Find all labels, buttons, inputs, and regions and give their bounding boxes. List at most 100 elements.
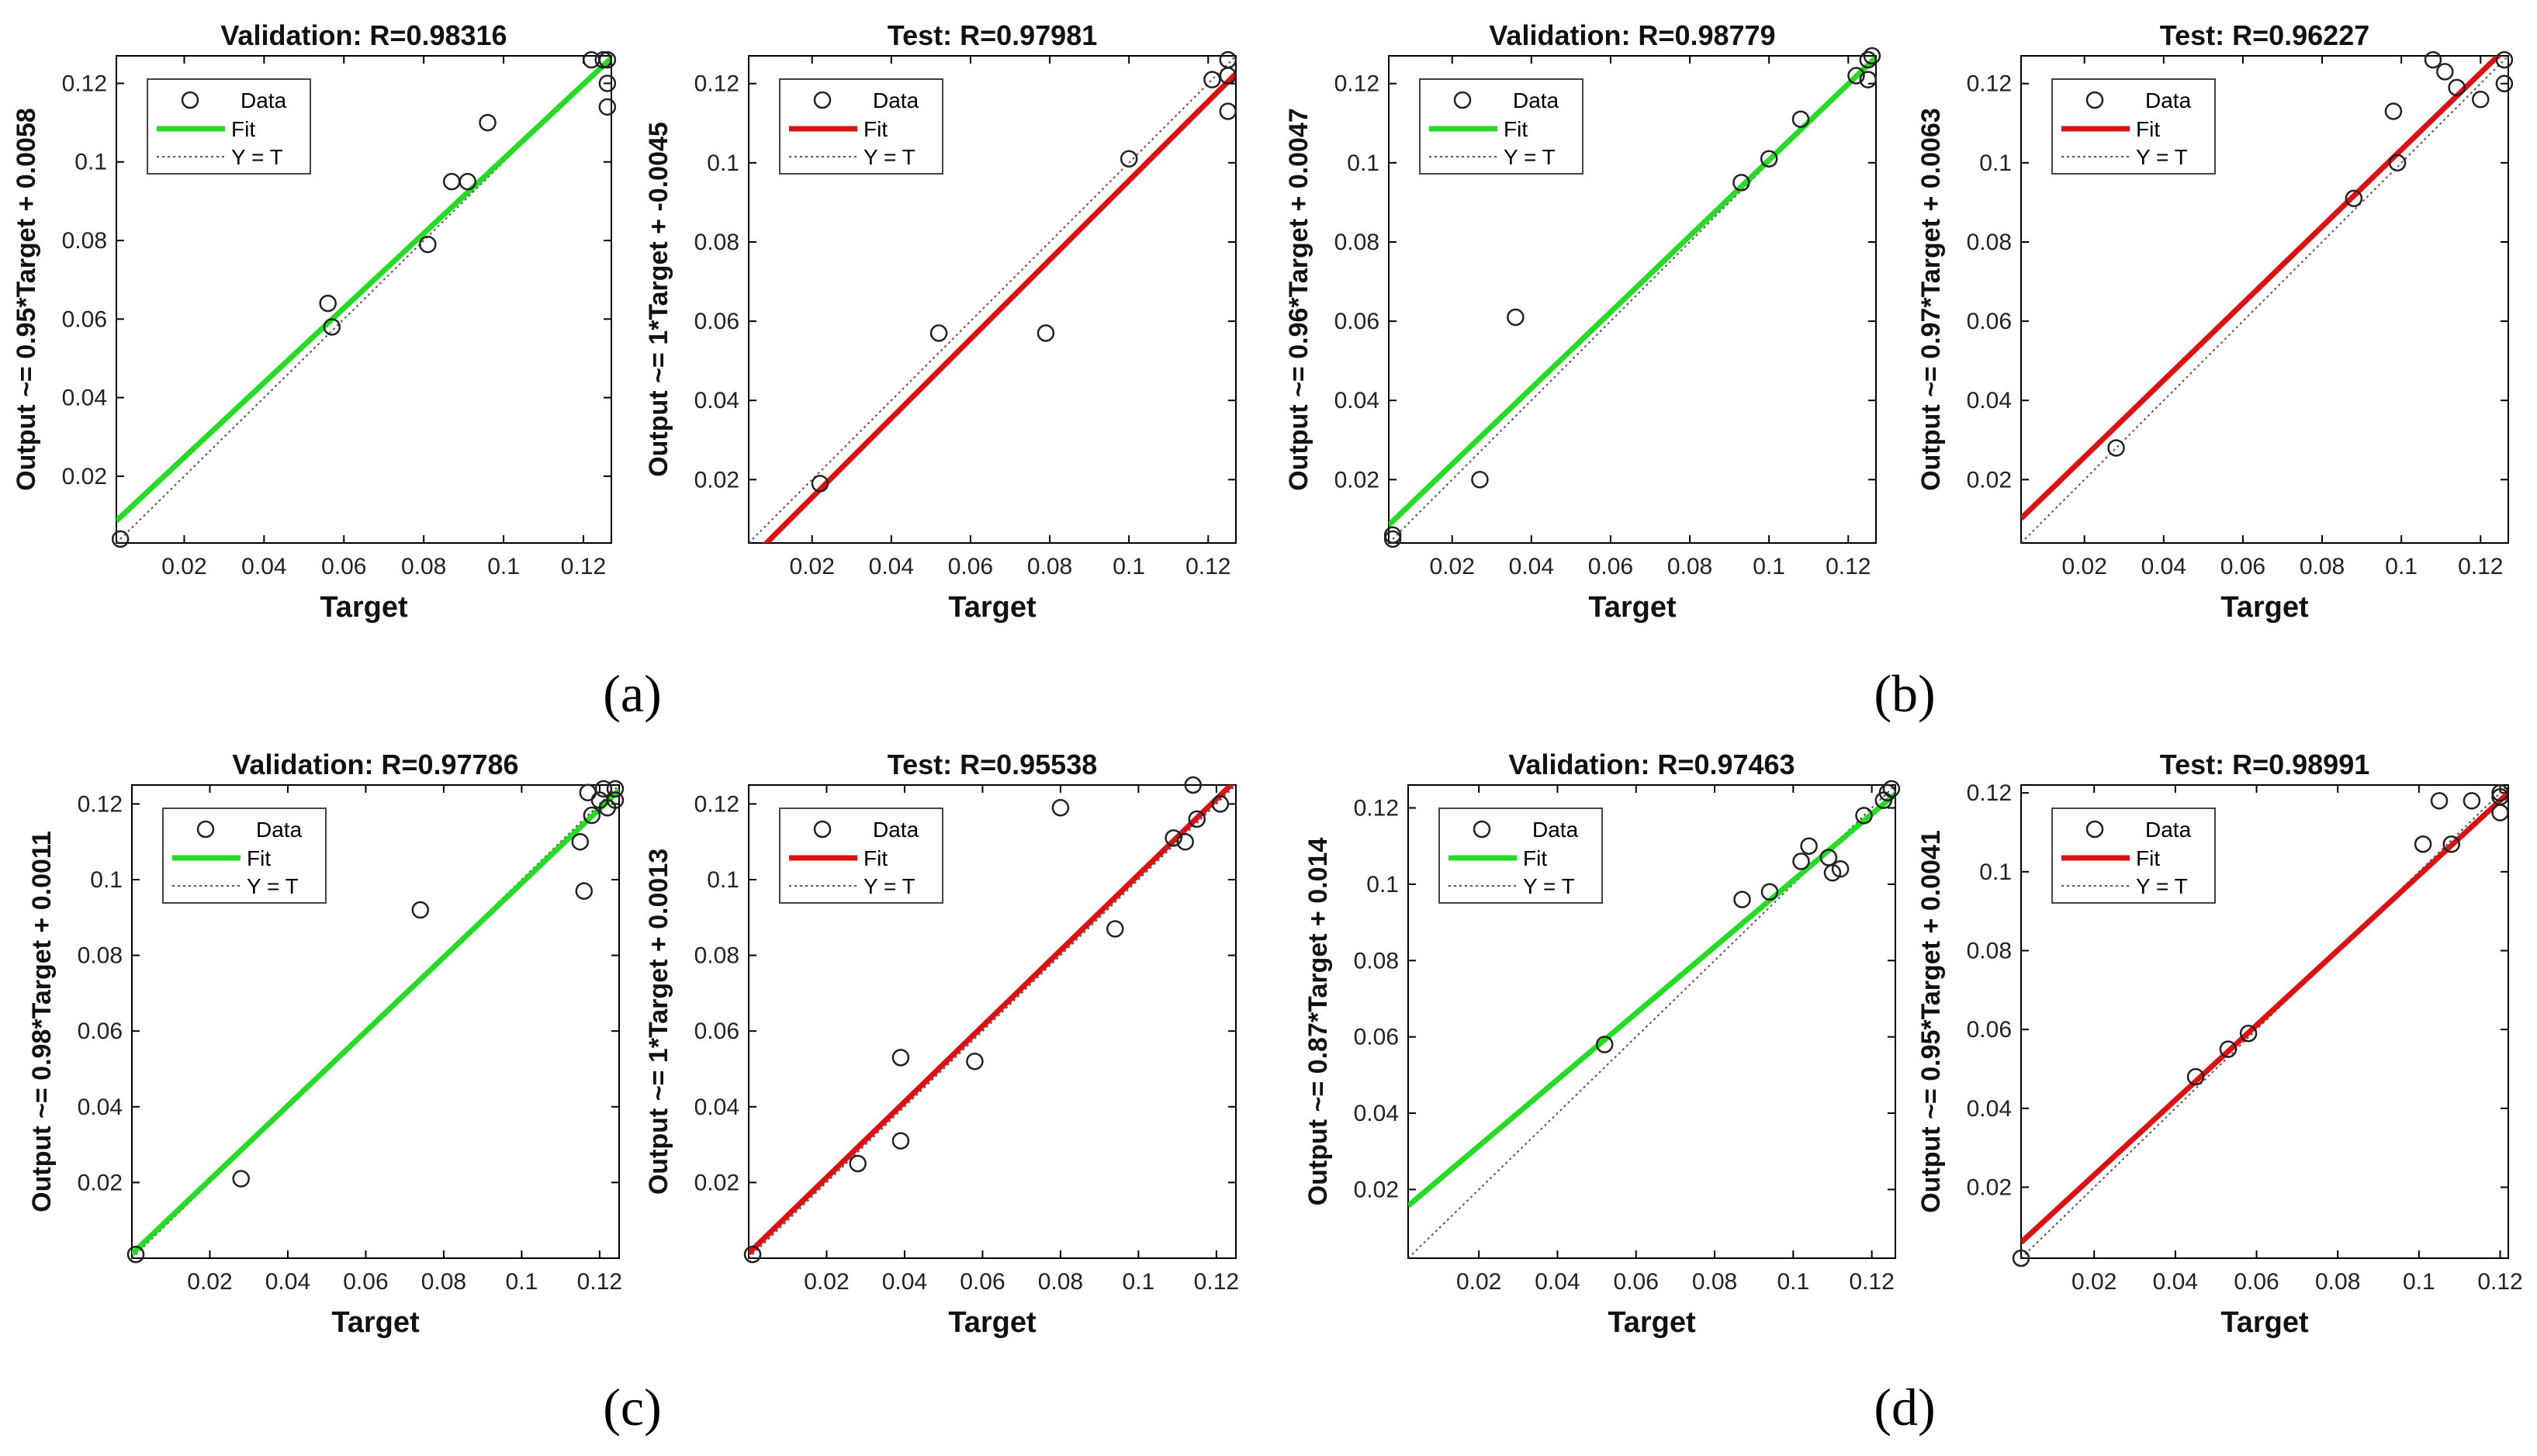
legend-fit-label: Fit (2136, 117, 2160, 141)
y-tick-label: 0.1 (707, 867, 739, 893)
y-tick-label: 0.1 (1979, 859, 2012, 885)
x-tick-label: 0.02 (2061, 554, 2106, 579)
data-point (1823, 863, 1842, 882)
data-point (319, 294, 337, 313)
y-tick-label: 0.06 (62, 306, 107, 332)
x-axis-label: Target (1588, 591, 1677, 624)
x-tick-label: 0.12 (1849, 1269, 1894, 1295)
legend-data-label: Data (256, 818, 303, 842)
x-tick-label: 0.08 (1692, 1269, 1737, 1295)
data-point (2239, 1025, 2258, 1043)
chart-title: Validation: R=0.98316 (220, 19, 507, 51)
fit-line (2021, 790, 2508, 1245)
data-point (1792, 853, 1810, 870)
data-point (2414, 835, 2432, 853)
data-point (1051, 799, 1070, 817)
data-point (1106, 920, 1124, 938)
x-tick-label: 0.06 (1588, 554, 1633, 579)
x-tick-label: 0.12 (577, 1269, 622, 1295)
fit-line (749, 785, 1235, 1256)
legend-fit-label: Fit (1504, 117, 1528, 141)
legend-data-marker (1473, 820, 1491, 839)
data-point (1760, 883, 1779, 901)
chart-4-test: 0.02 0.04 0.06 0.08 0.1 0.12 0.02 0.04 0.06 0.08 0… (1916, 19, 2514, 624)
data-point (1847, 67, 1865, 85)
x-tick-label: 0.06 (1614, 1269, 1659, 1295)
x-tick-label: 0.1 (1753, 554, 1785, 579)
y-axis-label: Output ~= 0.87*Target + 0.014 (1303, 838, 1333, 1206)
legend-data-marker (813, 91, 832, 109)
legend-data-label: Data (241, 88, 287, 112)
x-tick-label: 0.04 (1509, 554, 1554, 579)
x-tick-label: 0.06 (960, 1269, 1005, 1295)
data-point (1184, 776, 1202, 794)
data-point (575, 882, 594, 900)
panel-label-d: (d) (1874, 1378, 1936, 1437)
y-axis-label: Output ~= 0.95*Target + 0.0058 (12, 108, 41, 491)
x-tick-label: 0.12 (1185, 554, 1230, 579)
data-point (2012, 1249, 2030, 1268)
y-tick-label: 0.12 (1354, 796, 1399, 821)
y-axis-label: Output ~= 0.96*Target + 0.0047 (1284, 108, 1313, 491)
x-tick-label: 0.08 (2315, 1269, 2360, 1295)
fit-line (2021, 56, 2502, 520)
x-axis-label: Target (331, 1306, 420, 1339)
data-point (2495, 50, 2514, 69)
data-point (2384, 102, 2403, 120)
chart-title: Validation: R=0.98779 (1489, 19, 1775, 51)
x-tick-label: 0.1 (2385, 554, 2418, 579)
legend-identity-label: Y = T (864, 874, 915, 898)
data-point (2472, 90, 2490, 109)
data-point (598, 74, 617, 92)
x-tick-label: 0.06 (2234, 1269, 2279, 1295)
y-tick-label: 0.08 (78, 943, 123, 969)
data-point (571, 832, 590, 851)
data-point (2495, 74, 2514, 92)
y-tick-label: 0.12 (62, 71, 107, 96)
y-tick-label: 0.1 (1347, 150, 1379, 176)
identity-line (2021, 785, 2508, 1258)
data-point (1595, 1036, 1614, 1053)
legend-data-label: Data (1513, 88, 1559, 112)
data-point (2107, 439, 2125, 457)
data-point (1507, 308, 1525, 327)
x-tick-label: 0.08 (1667, 554, 1712, 579)
x-tick-label: 0.1 (1777, 1269, 1809, 1295)
y-tick-label: 0.12 (694, 71, 739, 97)
chart-title: Validation: R=0.97463 (1508, 749, 1795, 780)
data-point (1791, 110, 1810, 128)
data-point (1219, 67, 1237, 85)
data-point (2388, 154, 2407, 172)
y-tick-label: 0.12 (1967, 71, 2012, 97)
y-axis-label: Output ~= 0.95*Target + 0.0041 (1916, 830, 1946, 1213)
y-tick-label: 0.08 (62, 228, 107, 254)
chart-title: Validation: R=0.97786 (232, 749, 518, 780)
chart-6-test: 0.02 0.04 0.06 0.08 0.1 0.12 0.02 0.04 0.06 0.08 0… (644, 749, 1239, 1339)
data-point (849, 1154, 867, 1173)
y-tick-label: 0.1 (90, 867, 123, 893)
y-tick-label: 0.02 (694, 467, 739, 493)
fit-line (1389, 56, 1876, 527)
x-tick-label: 0.02 (1429, 554, 1474, 579)
x-tick-label: 0.08 (1038, 1269, 1083, 1295)
chart-title: Test: R=0.95538 (888, 749, 1098, 780)
data-point (2491, 804, 2509, 821)
fit-line (763, 71, 1236, 543)
legend-identity-label: Y = T (2136, 874, 2188, 898)
data-point (598, 98, 617, 116)
data-point (1855, 807, 1873, 825)
legend-fit-label: Fit (2136, 846, 2160, 870)
y-tick-label: 0.06 (1334, 309, 1379, 334)
legend-data-marker (813, 820, 832, 839)
y-tick-label: 0.12 (1967, 780, 2012, 806)
data-point (459, 172, 477, 191)
y-tick-label: 0.1 (1366, 872, 1399, 897)
y-tick-label: 0.02 (1354, 1177, 1399, 1202)
y-tick-label: 0.04 (1354, 1101, 1399, 1126)
x-tick-label: 0.1 (487, 554, 520, 579)
x-tick-label: 0.02 (789, 554, 834, 579)
y-tick-label: 0.04 (694, 1095, 739, 1120)
legend-data-marker (196, 820, 215, 839)
x-tick-label: 0.08 (1027, 554, 1072, 579)
data-point (1878, 783, 1897, 802)
